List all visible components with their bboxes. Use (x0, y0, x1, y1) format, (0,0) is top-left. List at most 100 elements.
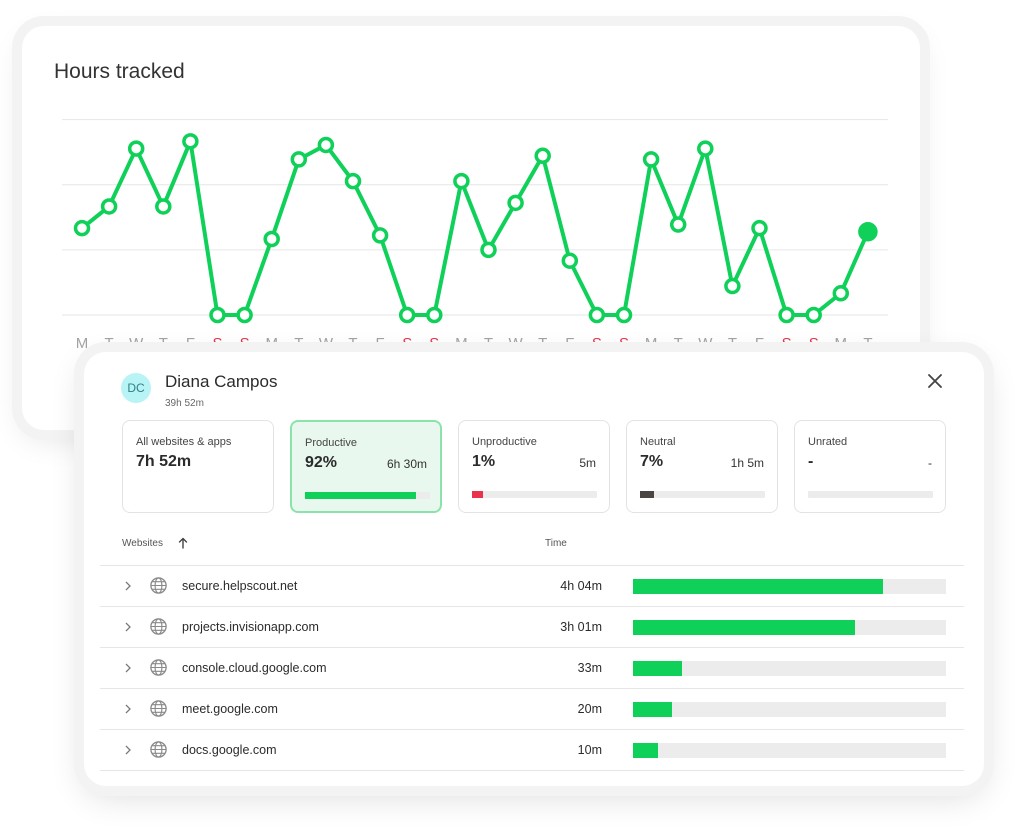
chart-point[interactable] (832, 285, 850, 302)
stat-progress-track (305, 492, 430, 499)
x-tick-label: F (755, 335, 764, 352)
table-row[interactable]: secure.helpscout.net 4h 04m (100, 565, 964, 606)
chart-point[interactable] (100, 198, 118, 215)
chart-point[interactable] (344, 172, 362, 190)
time-bar-fill (633, 702, 673, 717)
chart-point[interactable] (73, 219, 91, 237)
chart-point[interactable] (642, 151, 660, 168)
x-tick-label: T (674, 335, 683, 352)
stat-progress-track (472, 491, 597, 498)
time-bar-track (633, 620, 946, 635)
table-row[interactable]: meet.google.com 20m (100, 688, 964, 729)
chart-point[interactable] (507, 194, 524, 212)
x-tick-label: W (509, 335, 524, 352)
website-name[interactable]: secure.helpscout.net (182, 579, 298, 593)
chart-point[interactable] (371, 227, 389, 244)
chart-point[interactable] (155, 198, 172, 215)
chevron-right-icon[interactable] (123, 703, 133, 715)
stat-unproductive[interactable]: Unproductive 1% 5m (458, 420, 610, 513)
x-tick-label: W (129, 335, 144, 352)
x-tick-label: W (698, 335, 713, 352)
stat-unrated[interactable]: Unrated - - (794, 420, 946, 513)
x-tick-label: T (294, 335, 303, 352)
chart-point[interactable] (534, 147, 551, 165)
website-name[interactable]: projects.invisionapp.com (182, 620, 319, 634)
x-tick-label: T (538, 335, 547, 352)
x-tick-label: S (402, 335, 412, 352)
x-tick-label: S (592, 335, 602, 352)
website-time: 4h 04m (560, 579, 602, 593)
chart-point[interactable] (290, 151, 308, 168)
chart-point[interactable] (317, 136, 335, 154)
stat-progress-track (808, 491, 933, 498)
table-row[interactable]: projects.invisionapp.com 3h 01m (100, 606, 964, 647)
chevron-right-icon[interactable] (123, 580, 133, 592)
user-detail-panel: DC Diana Campos 39h 52m All websites & a… (84, 352, 984, 786)
chart-point[interactable] (778, 306, 795, 324)
website-name[interactable]: console.cloud.google.com (182, 661, 327, 675)
chart-point[interactable] (697, 140, 714, 157)
chart-point[interactable] (724, 277, 741, 295)
close-icon[interactable] (924, 370, 946, 392)
x-tick-label: T (348, 335, 357, 352)
chart-point[interactable] (480, 241, 497, 259)
chart-point[interactable] (669, 216, 687, 233)
stat-value: - (808, 453, 814, 470)
website-time: 3h 01m (560, 620, 602, 634)
chart-title: Hours tracked (54, 60, 185, 83)
stat-label: Productive (305, 437, 357, 449)
chart-point[interactable] (615, 306, 633, 324)
stat-progress-track (640, 491, 765, 498)
globe-icon (150, 741, 167, 758)
chevron-right-icon[interactable] (123, 744, 133, 756)
x-tick-label: S (429, 335, 439, 352)
website-time: 33m (577, 661, 602, 675)
time-bar-track (633, 702, 946, 717)
stat-time: 5m (579, 456, 596, 470)
x-tick-label: S (782, 335, 792, 352)
column-header-websites[interactable]: Websites (122, 538, 163, 549)
chart-point[interactable] (236, 306, 253, 324)
chart-point[interactable] (426, 306, 443, 324)
chart-point[interactable] (127, 140, 145, 157)
user-name: Diana Campos (165, 372, 278, 391)
stat-time: 1h 5m (730, 456, 764, 470)
chevron-right-icon[interactable] (123, 621, 133, 633)
chart-point[interactable] (453, 172, 470, 190)
chart-point[interactable] (858, 222, 878, 242)
chart-point[interactable] (751, 219, 768, 237)
table-row[interactable]: docs.google.com 10m (100, 729, 964, 771)
x-tick-label: T (484, 335, 493, 352)
chart-point[interactable] (588, 306, 606, 324)
chart-point[interactable] (209, 306, 226, 324)
chevron-right-icon[interactable] (123, 662, 133, 674)
globe-icon (150, 659, 167, 676)
website-name[interactable]: docs.google.com (182, 743, 277, 757)
chart-point[interactable] (263, 230, 280, 248)
table-row[interactable]: console.cloud.google.com 33m (100, 647, 964, 688)
stat-productive[interactable]: Productive 92% 6h 30m (290, 420, 442, 513)
chart-series-line (80, 139, 870, 317)
chart-point[interactable] (398, 306, 416, 324)
x-tick-label: F (376, 335, 385, 352)
stat-value: 92% (305, 454, 338, 471)
x-tick-label: T (728, 335, 737, 352)
time-bar-track (633, 743, 946, 758)
time-bar-track (633, 661, 946, 676)
time-bar-track (633, 579, 946, 594)
chart-point[interactable] (561, 252, 579, 269)
x-tick-label: W (319, 335, 334, 352)
x-tick-label: M (265, 335, 278, 352)
chart-point[interactable] (182, 133, 199, 150)
x-tick-label: F (186, 335, 195, 352)
column-header-time[interactable]: Time (545, 538, 567, 549)
stat-neutral[interactable]: Neutral 7% 1h 5m (626, 420, 778, 513)
x-tick-label: S (809, 335, 819, 352)
sort-ascending-icon[interactable] (178, 537, 188, 549)
globe-icon (150, 618, 167, 635)
stat-all-websites[interactable]: All websites & apps 7h 52m (122, 420, 274, 513)
stat-time: - (928, 456, 932, 470)
chart-point[interactable] (805, 306, 822, 324)
website-name[interactable]: meet.google.com (182, 702, 278, 716)
